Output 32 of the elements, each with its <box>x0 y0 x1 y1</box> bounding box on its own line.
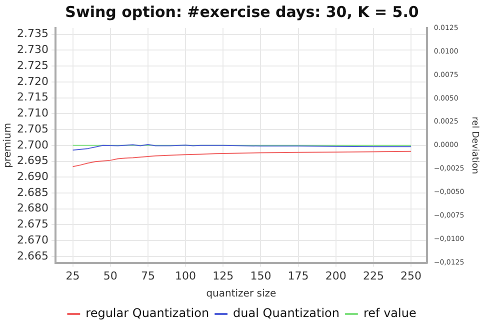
y-tick-label: 2.710 <box>16 106 48 120</box>
y-tick-label: 2.700 <box>16 138 48 152</box>
y-tick-label: 2.670 <box>16 233 48 246</box>
x-tick-label: 25 <box>66 269 80 282</box>
x-tick-label: 250 <box>400 269 422 282</box>
y2-axis-title: rel Deviation <box>469 116 480 174</box>
x-tick-label: 50 <box>103 269 118 282</box>
legend-label: regular Quantization <box>86 306 210 320</box>
y-tick-label: 2.715 <box>16 90 48 104</box>
y-tick-label: 2.730 <box>16 43 48 56</box>
x-tick-label: 100 <box>175 269 196 282</box>
legend-label: ref value <box>363 306 416 320</box>
y-tick-label: 2.695 <box>16 154 48 168</box>
y-tick-label: 2.720 <box>16 74 48 88</box>
x-tick-label: 175 <box>288 269 309 282</box>
y-tick-label: 2.665 <box>16 249 48 262</box>
y-tick-label: 2.705 <box>16 122 48 136</box>
y-tick-label: 2.725 <box>16 58 48 72</box>
chart-title: Swing option: #exercise days: 30, K = 5.0 <box>65 2 419 21</box>
y-tick-label: 2.735 <box>16 27 48 40</box>
y-tick-label: 2.685 <box>16 186 48 199</box>
x-tick-label: 75 <box>140 269 155 282</box>
x-tick-label: 200 <box>325 269 346 282</box>
y-tick-label: 2.680 <box>16 202 48 215</box>
y-tick-label: 2.675 <box>16 218 48 231</box>
x-tick-label: 125 <box>212 269 234 282</box>
y-axis-title: premium <box>2 122 14 168</box>
x-axis-title: quantizer size <box>206 288 276 300</box>
x-tick-label: 225 <box>362 269 384 282</box>
y-tick-label: 2.690 <box>16 170 48 183</box>
x-tick-label: 150 <box>250 269 272 282</box>
legend-label: dual Quantization <box>233 306 340 320</box>
